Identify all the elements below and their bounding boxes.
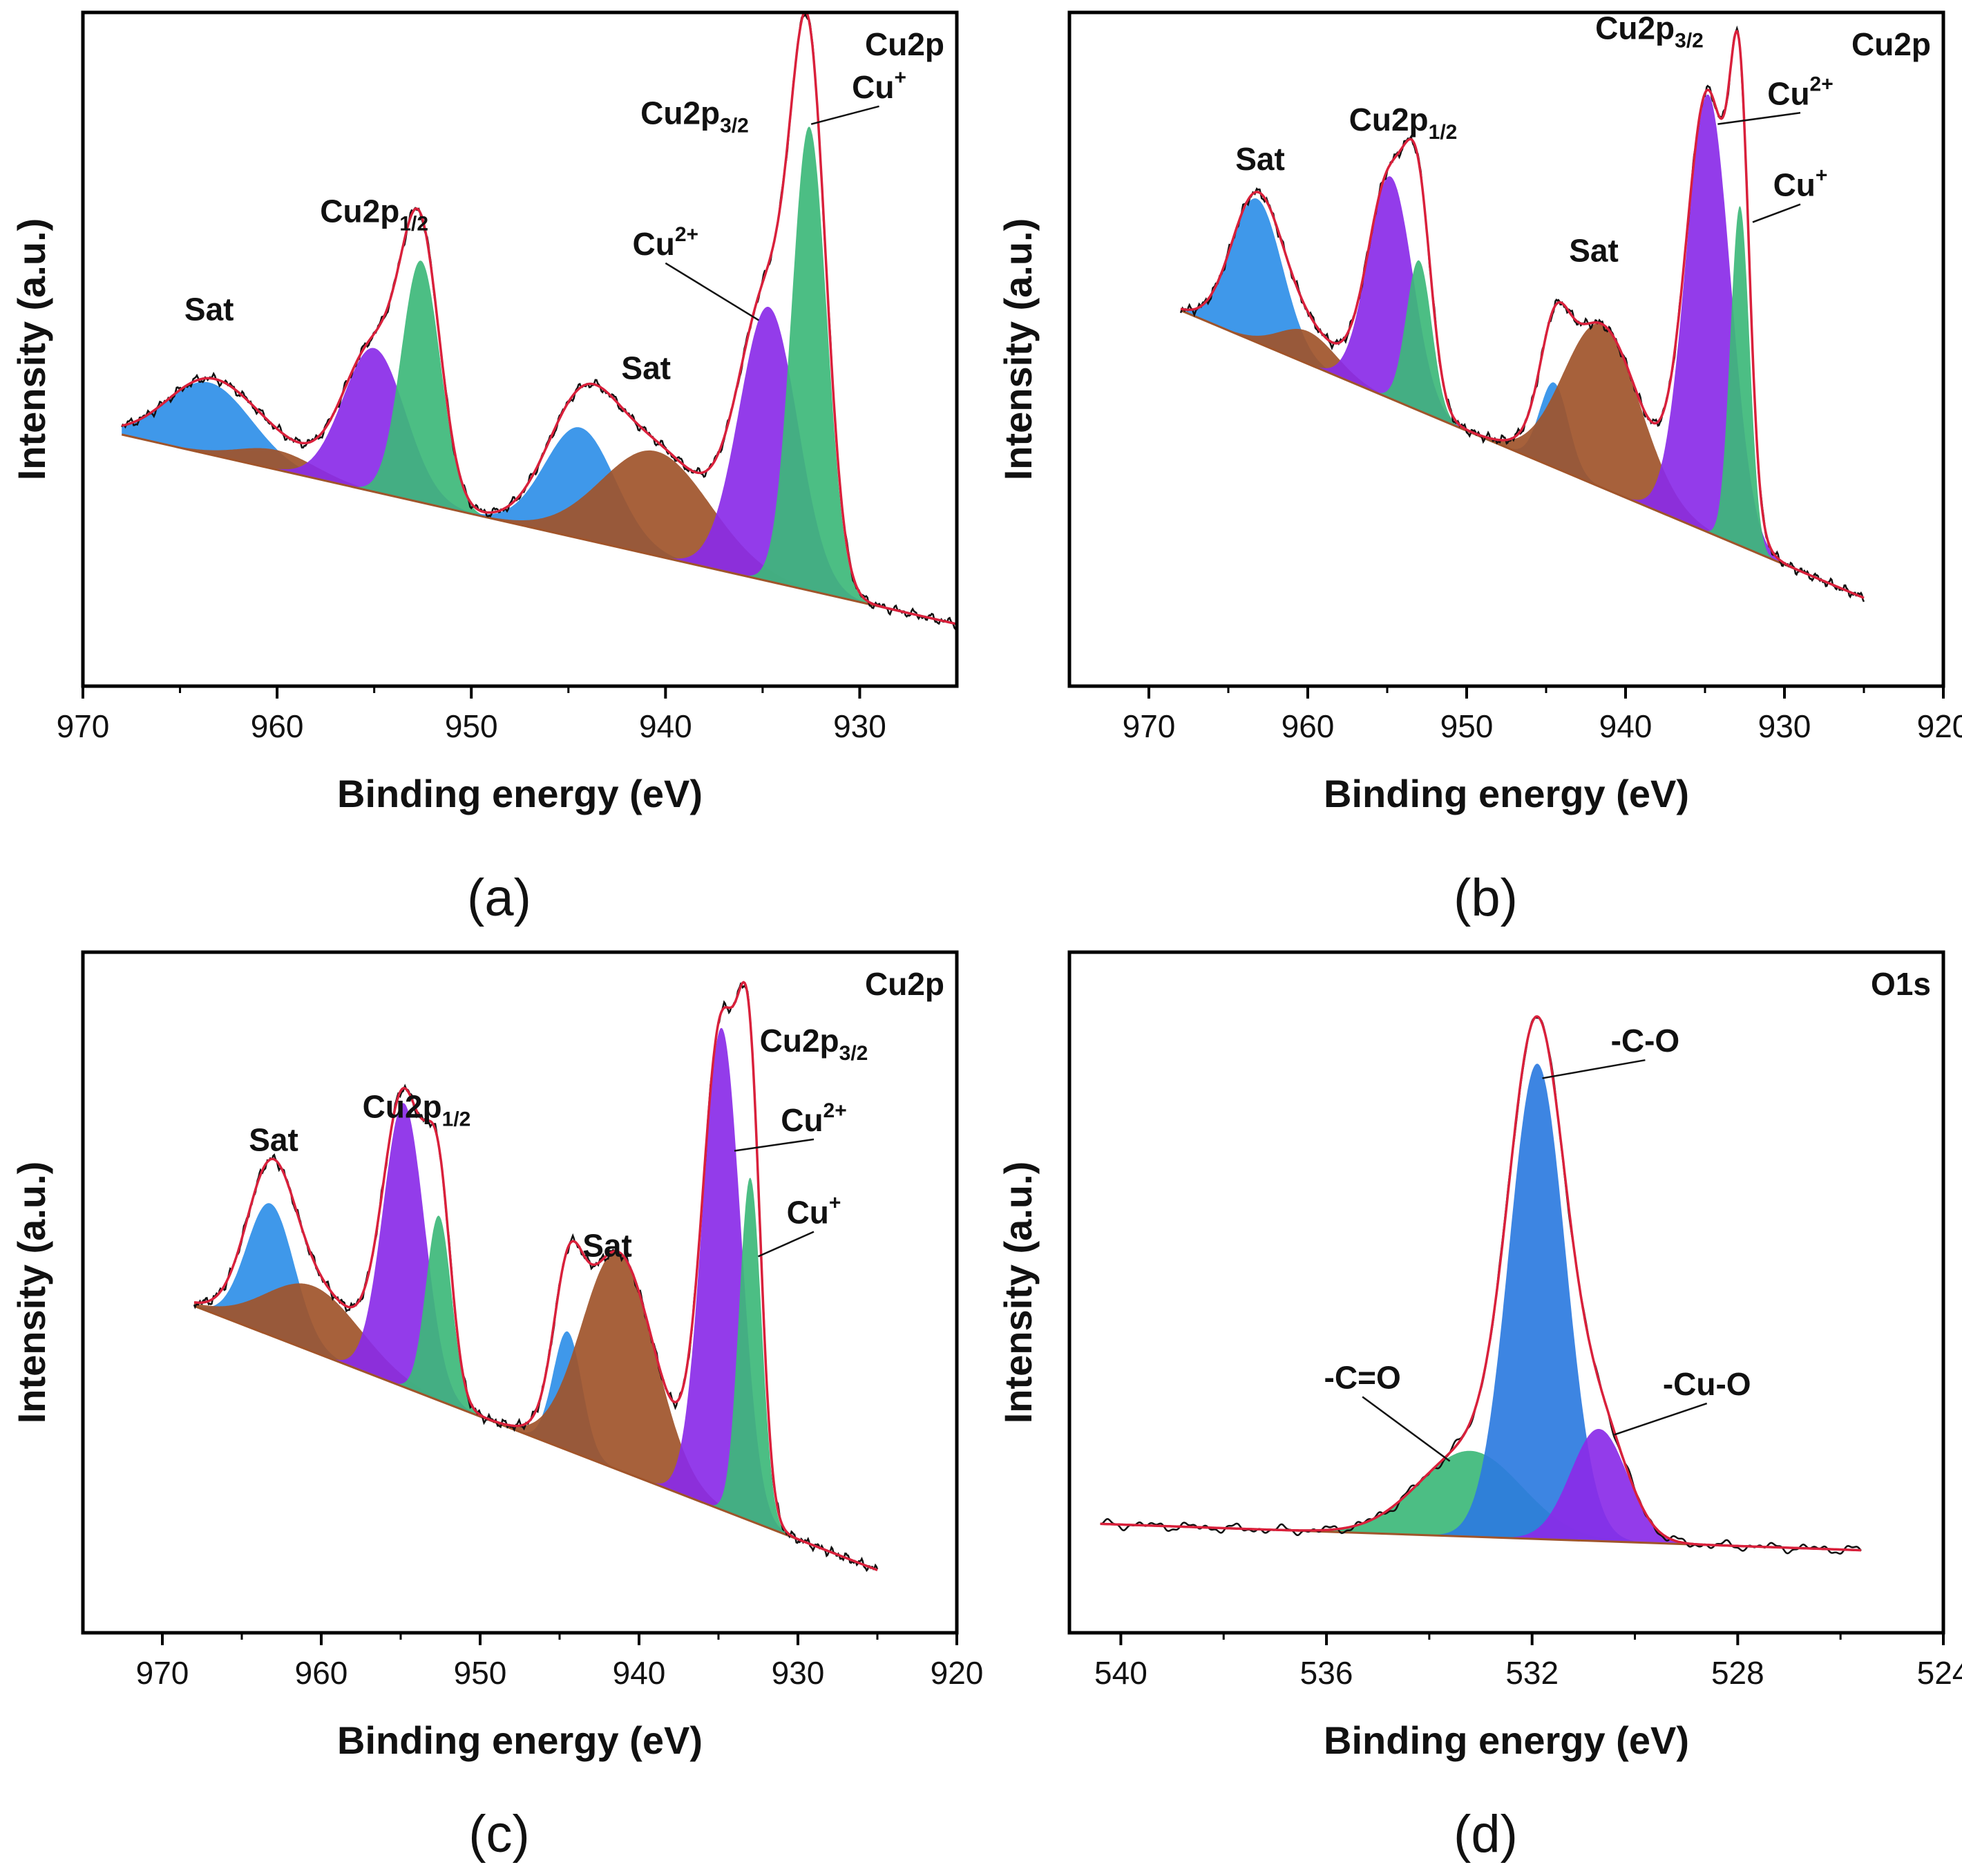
x-tick-label: 940 (1599, 708, 1653, 744)
x-tick-label: 528 (1711, 1655, 1764, 1691)
component-sat (122, 381, 957, 625)
baseline-line (193, 1305, 878, 1571)
annotation-label: Cu+ (787, 1192, 841, 1231)
spectrum-region-title: Cu2p (865, 966, 944, 1002)
annotation-leader-line (1362, 1396, 1451, 1462)
envelope-fit-line (121, 12, 957, 625)
plot-area (121, 12, 957, 632)
x-axis-title: Binding energy (eV) (1324, 772, 1689, 815)
x-tick-label: 960 (1282, 708, 1335, 744)
plot-frame (81, 950, 959, 1635)
panel-c: 970 960 950 940 930 920 Binding energy (eV) Int… (10, 950, 984, 1864)
x-tick-label: 920 (931, 1655, 984, 1691)
plot-frame (1067, 10, 1945, 688)
annotation-label: Cu2p1/2 (363, 1089, 471, 1131)
plot-area (1100, 1015, 1862, 1555)
component-sat (1181, 198, 1864, 598)
x-tick-label: 960 (251, 708, 304, 744)
component-cu2- (122, 307, 957, 625)
panel-label: (b) (1454, 869, 1518, 927)
annotation-label: Cu2p3/2 (1595, 10, 1704, 53)
x-tick-label: 970 (136, 1655, 189, 1691)
component-sat (194, 1203, 877, 1571)
panel-d: 540 536 532 528 524 Binding energy (eV) Intens… (996, 950, 1962, 1864)
annotation-label: Sat (249, 1122, 298, 1158)
y-axis-title: Intensity (a.u.) (10, 1162, 53, 1424)
x-axis-title: Binding energy (eV) (337, 772, 703, 815)
annotation-leader-line (1614, 1402, 1708, 1436)
y-axis-title: Intensity (a.u.) (996, 218, 1040, 481)
panel-label: (a) (467, 869, 531, 927)
x-tick-label: 960 (295, 1655, 348, 1691)
annotation-label: Cu2p3/2 (760, 1023, 868, 1065)
x-tick-label: 940 (639, 708, 692, 744)
annotation-leader-line (1752, 203, 1801, 223)
envelope-fit-line (1180, 29, 1865, 599)
x-axis-title: Binding energy (eV) (1324, 1718, 1689, 1762)
annotation-label: Sat (184, 291, 234, 327)
plot-frame (1067, 950, 1945, 1635)
plot-frame (81, 10, 959, 688)
x-tick-label: 524 (1917, 1655, 1962, 1691)
x-tick-label: 930 (833, 708, 886, 744)
x-axis-title: Binding energy (eV) (337, 1718, 703, 1762)
annotation-leader-line (1717, 112, 1801, 125)
x-tick-label: 940 (613, 1655, 666, 1691)
y-axis-title: Intensity (a.u.) (996, 1162, 1040, 1424)
annotation-label: Sat (1235, 141, 1285, 177)
component-cu2- (1181, 94, 1864, 598)
plot-area (193, 980, 879, 1573)
plot-area (1179, 25, 1865, 603)
annotation-label: Sat (582, 1227, 632, 1263)
y-axis-title: Intensity (a.u.) (10, 218, 53, 481)
annotation-label: Sat (621, 350, 671, 386)
spectrum-region-title: Cu2p (865, 26, 944, 62)
annotation-label: Cu2+ (1767, 73, 1834, 111)
panel-b: 970 960 950 940 930 920 Binding energy (eV) Int… (996, 10, 1962, 927)
baseline-line (121, 433, 957, 625)
x-tick-label: 920 (1917, 708, 1962, 744)
component-cu- (1181, 206, 1864, 598)
spectrum-region-title: O1s (1871, 966, 1931, 1002)
panel-label: (c) (468, 1805, 530, 1864)
annotation-label: -C-O (1611, 1023, 1680, 1059)
annotation-label: Cu+ (852, 66, 906, 105)
annotation-leader-line (1542, 1059, 1646, 1079)
annotation-leader-line (810, 105, 879, 125)
annotation-label: Cu2p1/2 (320, 193, 428, 236)
component-cu2- (194, 1027, 877, 1571)
x-tick-label: 970 (57, 708, 110, 744)
panel-label: (d) (1454, 1805, 1518, 1864)
panel-a: 970 960 950 940 930 Binding energy (eV) Intens… (10, 10, 959, 927)
annotation-label: Cu2+ (633, 223, 699, 262)
x-tick-label: 950 (1440, 708, 1494, 744)
baseline-line (1180, 309, 1865, 599)
x-tick-label: 536 (1300, 1655, 1353, 1691)
annotation-label: -Cu-O (1663, 1366, 1751, 1402)
annotation-label: -C=O (1324, 1359, 1401, 1395)
annotation-label: Cu2p3/2 (640, 95, 749, 138)
envelope-fit-line (1100, 1015, 1862, 1552)
x-tick-label: 532 (1505, 1655, 1559, 1691)
component-cu- (122, 126, 957, 625)
annotation-label: Cu2p1/2 (1349, 102, 1458, 144)
x-tick-label: 970 (1123, 708, 1176, 744)
annotation-leader-line (757, 1231, 815, 1258)
component-cu- (194, 1177, 877, 1571)
x-tick-label: 930 (772, 1655, 825, 1691)
annotation-label: Cu+ (1773, 164, 1828, 203)
annotation-label: Sat (1569, 232, 1619, 268)
spectrum-region-title: Cu2p (1851, 26, 1931, 62)
envelope-fit-line (193, 980, 878, 1571)
x-tick-label: 540 (1094, 1655, 1147, 1691)
annotation-label: Cu2+ (781, 1099, 847, 1138)
annotation-leader-line (665, 262, 759, 321)
x-tick-label: 950 (454, 1655, 507, 1691)
x-tick-label: 930 (1758, 708, 1811, 744)
component--c-o (1100, 1063, 1861, 1551)
x-tick-label: 950 (445, 708, 498, 744)
annotation-leader-line (734, 1138, 815, 1152)
